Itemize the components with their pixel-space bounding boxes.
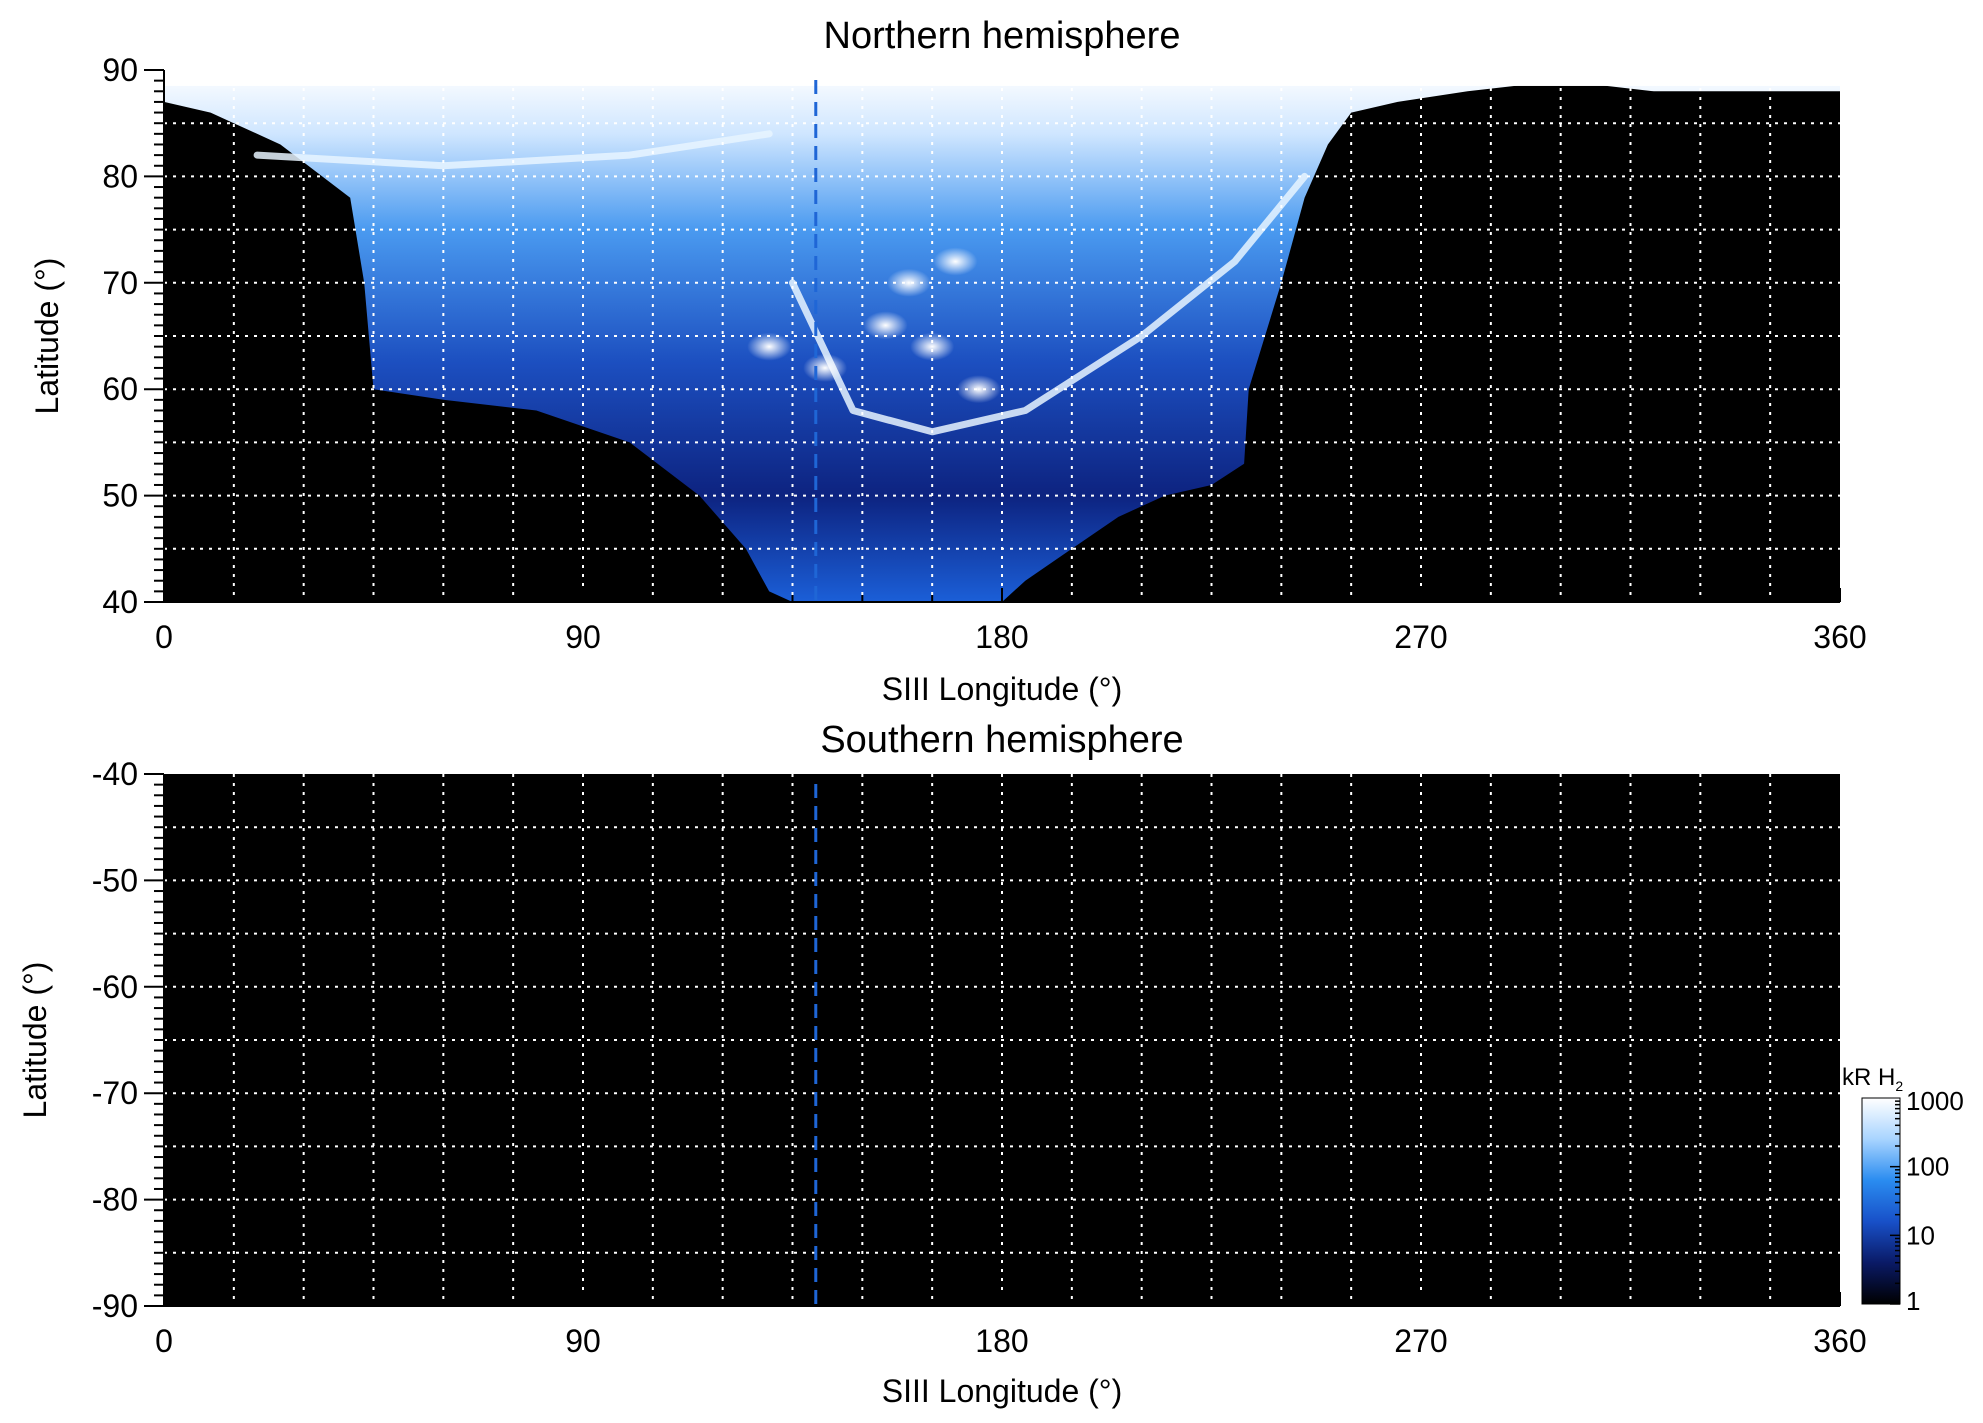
y-tick-label: 60 [102,371,138,407]
y-tick-label: -70 [92,1075,138,1111]
bright-spot [956,375,1001,404]
south-panel-title: Southern hemisphere [820,719,1183,761]
y-tick-label: -40 [92,756,138,792]
colorbar-tick-label: 1000 [1906,1086,1964,1116]
north-grid [164,70,1840,602]
y-tick-label: -90 [92,1288,138,1324]
bright-spot [910,332,955,361]
south-x-axis-label: SIII Longitude (°) [882,1373,1122,1409]
auroral-arc [789,172,1309,436]
colorbar-tick-label: 1 [1906,1286,1920,1316]
north-x-axis: 0 90 180 270 360 [155,588,1867,655]
x-tick-label: 360 [1813,1323,1866,1359]
x-tick-label: 90 [565,619,601,655]
y-tick-label: -50 [92,862,138,898]
x-tick-label: 270 [1394,619,1447,655]
south-y-axis-label: Latitude (°) [17,962,53,1119]
x-tick-label: 270 [1394,1323,1447,1359]
north-panel-title: Northern hemisphere [824,15,1181,57]
north-panel: Northern hemisphere 0 90 180 270 360 40 50 60 7… [29,15,1867,707]
bright-spot [803,353,848,382]
colorbar-tick-label: 10 [1906,1220,1935,1250]
auroral-arc [253,130,773,170]
y-tick-label: 50 [102,478,138,514]
colorbar: kR H2 1 10 100 1000 [1842,1064,1964,1316]
south-y-axis: -90 -80 -70 -60 -50 -40 [92,756,165,1324]
colorbar-tick-label: 100 [1906,1152,1949,1182]
x-tick-label: 180 [975,1323,1028,1359]
bright-spot [933,247,978,276]
x-tick-label: 90 [565,1323,601,1359]
bright-spot [863,311,908,340]
x-tick-label: 360 [1813,619,1866,655]
south-grid [164,774,1840,1306]
y-tick-label: -60 [92,969,138,1005]
y-tick-label: 90 [102,52,138,88]
x-tick-label: 0 [155,619,173,655]
north-y-axis-label: Latitude (°) [29,258,65,415]
colorbar-label: kR H2 [1842,1064,1903,1094]
south-panel: Southern hemisphere 0 90 180 270 360 -90-80-… [17,719,1867,1409]
north-x-axis-label: SIII Longitude (°) [882,671,1122,707]
y-tick-label: 40 [102,584,138,620]
x-tick-label: 0 [155,1323,173,1359]
x-tick-label: 180 [975,619,1028,655]
y-tick-label: 80 [102,158,138,194]
colorbar-ticks: 1 10 100 1000 [1890,1086,1964,1316]
bright-spot [886,268,931,297]
colorbar-gradient [1861,1097,1901,1305]
north-y-axis: 40 50 60 70 80 90 [102,52,165,620]
y-tick-label: -80 [92,1182,138,1218]
y-tick-label: 70 [102,265,138,301]
bright-spot [747,332,792,361]
